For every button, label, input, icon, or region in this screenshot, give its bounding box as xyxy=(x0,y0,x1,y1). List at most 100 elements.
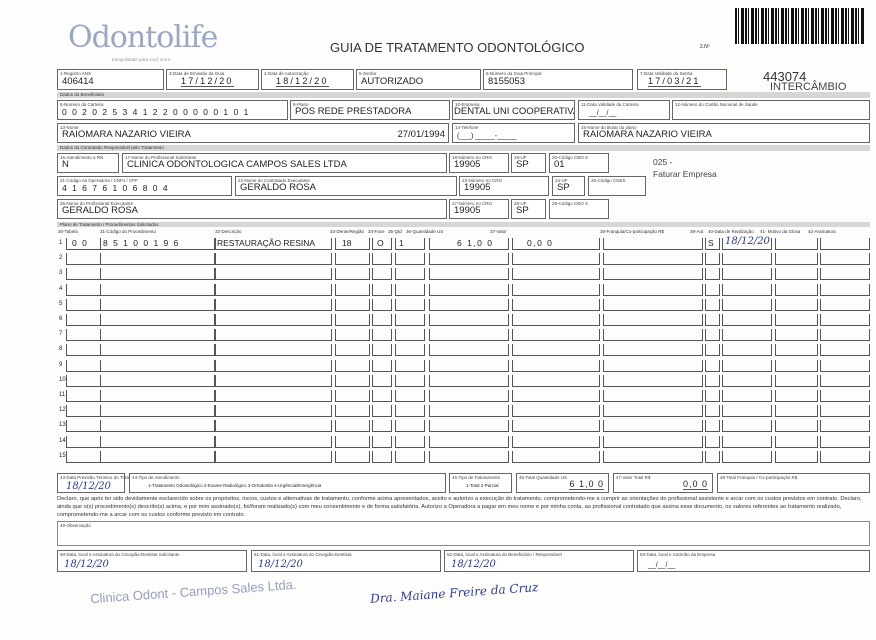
cro23-field[interactable]: 23-Número no CRO 19905 xyxy=(459,176,549,196)
table-cell[interactable] xyxy=(395,450,425,463)
table-row[interactable]: 14 xyxy=(57,435,870,450)
codigo-operadora-field[interactable]: 21-Código na Operadora / CNPJ / CPF 4 1 6… xyxy=(57,176,232,196)
cro18-field[interactable]: 18-Número no CRO 19905 xyxy=(449,153,509,173)
table-cell[interactable] xyxy=(372,435,392,448)
table-row[interactable]: 6 xyxy=(57,314,870,328)
table-cell[interactable] xyxy=(512,374,600,387)
table-cell[interactable] xyxy=(722,344,772,357)
table-cell[interactable] xyxy=(705,450,720,463)
table-cell[interactable] xyxy=(335,390,370,402)
table-cell[interactable] xyxy=(215,435,332,448)
table-cell[interactable] xyxy=(372,390,392,402)
table-cell[interactable] xyxy=(215,390,332,402)
table-cell[interactable] xyxy=(820,329,870,342)
table-cell[interactable] xyxy=(722,329,772,342)
table-cell[interactable] xyxy=(100,344,215,357)
table-row[interactable]: 15 xyxy=(57,450,870,465)
table-cell[interactable] xyxy=(66,253,101,266)
table-cell[interactable] xyxy=(512,314,600,326)
table-cell[interactable] xyxy=(603,435,703,448)
table-cell[interactable] xyxy=(512,420,600,433)
table-cell[interactable] xyxy=(705,298,720,311)
table-cell[interactable] xyxy=(512,405,600,418)
table-cell[interactable] xyxy=(66,344,101,357)
previsao-field[interactable]: 43-Data Previsão Término do Tratamento 18… xyxy=(57,473,143,493)
table-cell[interactable] xyxy=(66,268,101,281)
table-cell[interactable] xyxy=(775,314,818,326)
table-cell[interactable] xyxy=(705,238,720,250)
table-cell[interactable] xyxy=(512,283,600,296)
table-cell[interactable] xyxy=(100,253,215,266)
table-cell[interactable] xyxy=(335,435,370,448)
table-cell[interactable] xyxy=(820,314,870,326)
table-cell[interactable] xyxy=(372,359,392,372)
uf19-field[interactable]: 19-UF SP xyxy=(511,153,546,173)
table-cell[interactable] xyxy=(820,420,870,433)
table-cell[interactable] xyxy=(722,420,772,433)
table-row[interactable]: 5 xyxy=(57,298,870,313)
data-autorizacao-field[interactable]: 4-Data de Autorização 18/12/20 xyxy=(261,69,354,90)
table-cell[interactable] xyxy=(722,238,772,250)
validade-carteira-field[interactable]: 11-Data Validade da Carteira __/__/__ xyxy=(578,100,670,120)
table-cell[interactable] xyxy=(66,435,101,448)
table-cell[interactable] xyxy=(429,390,509,402)
table-cell[interactable] xyxy=(429,405,509,418)
table-row[interactable]: 8 xyxy=(57,344,870,358)
table-row[interactable]: 2 xyxy=(57,253,870,267)
table-cell[interactable] xyxy=(603,420,703,433)
contratado-executante-field[interactable]: 22-Nome do Contratado Executante GERALDO … xyxy=(235,176,457,196)
table-cell[interactable] xyxy=(705,390,720,402)
table-cell[interactable] xyxy=(100,268,215,281)
signature-51[interactable]: 51-Data, local e Assinatura do Cirurgião… xyxy=(251,550,441,572)
signature-52[interactable]: 52-Data, local e Assinatura do Beneficiá… xyxy=(444,550,634,572)
table-cell[interactable] xyxy=(820,374,870,387)
table-cell[interactable] xyxy=(705,374,720,387)
table-cell[interactable] xyxy=(603,344,703,357)
tipo-faturamento-field[interactable]: 45-Tipo de Faturamento 1-Total 2-Parcial xyxy=(449,473,512,493)
table-cell[interactable] xyxy=(215,374,332,387)
table-cell[interactable] xyxy=(820,359,870,372)
table-cell[interactable] xyxy=(215,344,332,357)
table-cell[interactable] xyxy=(775,450,818,463)
validade-senha-field[interactable]: 7-Data Validade da Senha 17/03/21 xyxy=(637,69,727,90)
table-cell[interactable] xyxy=(100,374,215,387)
table-cell[interactable] xyxy=(429,344,509,357)
signature-53[interactable]: 53-Data, local e Carimbo da Empresa __/__… xyxy=(637,550,870,572)
table-cell[interactable] xyxy=(722,268,772,281)
table-cell[interactable] xyxy=(820,450,870,463)
table-cell[interactable] xyxy=(335,314,370,326)
table-cell[interactable] xyxy=(820,390,870,402)
table-cell[interactable] xyxy=(705,420,720,433)
table-row[interactable]: 3 xyxy=(57,268,870,282)
table-cell[interactable] xyxy=(705,359,720,372)
table-cell[interactable] xyxy=(395,268,425,281)
table-row[interactable]: 7 xyxy=(57,329,870,343)
table-cell[interactable] xyxy=(722,374,772,387)
table-cell[interactable] xyxy=(722,298,772,311)
table-cell[interactable] xyxy=(215,359,332,372)
guia-principal-field[interactable]: 6-Número da Guia Principal 8155053 xyxy=(483,69,633,90)
table-cell[interactable] xyxy=(775,405,818,418)
table-cell[interactable] xyxy=(372,450,392,463)
table-cell[interactable] xyxy=(215,329,332,342)
table-cell[interactable] xyxy=(335,253,370,266)
table-cell[interactable] xyxy=(335,298,370,311)
table-cell[interactable] xyxy=(603,268,703,281)
table-row[interactable]: 10 xyxy=(57,374,870,389)
table-cell[interactable] xyxy=(66,314,101,326)
table-cell[interactable] xyxy=(429,329,509,342)
table-cell[interactable] xyxy=(215,283,332,296)
table-cell[interactable] xyxy=(395,359,425,372)
registro-ans-field[interactable]: 1-Registro ANS 406414 xyxy=(57,69,164,90)
table-cell[interactable] xyxy=(372,329,392,342)
table-cell[interactable] xyxy=(722,359,772,372)
table-cell[interactable] xyxy=(335,329,370,342)
table-cell[interactable] xyxy=(100,238,215,250)
table-cell[interactable] xyxy=(429,435,509,448)
table-cell[interactable] xyxy=(603,450,703,463)
table-cell[interactable] xyxy=(603,238,703,250)
cnes-field[interactable]: 25-Código CNES xyxy=(588,176,646,196)
table-cell[interactable] xyxy=(705,329,720,342)
table-cell[interactable] xyxy=(395,344,425,357)
table-cell[interactable] xyxy=(100,283,215,296)
